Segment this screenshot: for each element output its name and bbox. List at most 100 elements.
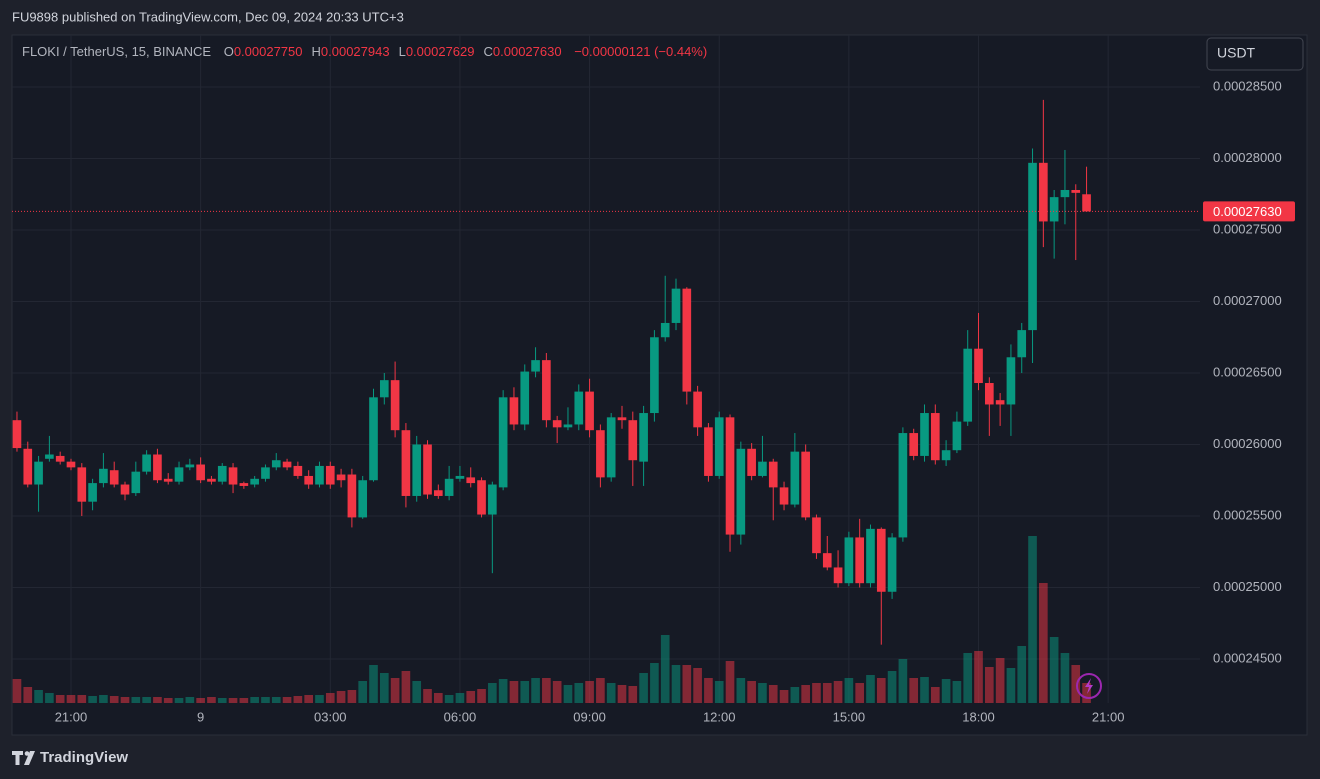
volume-bar (844, 678, 854, 703)
volume-bar (379, 673, 389, 703)
volume-bar (596, 678, 605, 703)
candle-body (196, 464, 205, 481)
volume-bar (920, 677, 929, 703)
volume-bar (477, 689, 486, 703)
ohlc-label: L (398, 44, 406, 59)
candle-body (866, 528, 875, 584)
volume-bar (833, 681, 843, 703)
volume-bar (325, 693, 335, 703)
candle-body (325, 465, 335, 485)
volume-bar (142, 697, 151, 703)
y-tick-label: 0.00026500 (1213, 364, 1282, 379)
candle-body (509, 397, 519, 425)
candle-body (747, 448, 756, 476)
ohlc-value: 0.00027629 (405, 44, 475, 59)
volume-bar (736, 678, 746, 703)
volume-bar (822, 683, 832, 703)
candle-body (1071, 189, 1081, 193)
candle-body (390, 380, 400, 431)
volume-bar (369, 665, 378, 703)
candle-body (1060, 189, 1070, 198)
x-tick-label: 21:00 (55, 709, 88, 724)
volume-bar (174, 698, 184, 703)
volume-bar (217, 698, 227, 703)
volume-bar (185, 697, 195, 703)
candle-body (801, 451, 810, 518)
volume-bar (790, 687, 800, 703)
volume-bar (650, 663, 659, 703)
volume-bar (315, 695, 324, 703)
candle-body (434, 490, 443, 496)
candle-body (379, 380, 389, 398)
candle-body (844, 537, 854, 584)
candle-body (628, 420, 638, 461)
candle-body (261, 467, 270, 479)
candle-body (347, 474, 357, 518)
volume-bar (228, 698, 238, 703)
volume-bar (585, 681, 594, 703)
candle-body (185, 464, 195, 468)
candle-body (477, 480, 486, 515)
volume-bar (574, 683, 584, 703)
volume-bar (282, 697, 292, 703)
volume-bar (466, 691, 476, 703)
volume-bar (455, 693, 465, 703)
volume-bar (531, 678, 540, 703)
volume-bar (444, 695, 454, 703)
volume-bar (66, 695, 76, 703)
publisher-line: FU9898 published on TradingView.com, Dec… (12, 9, 404, 24)
candle-body (488, 484, 497, 515)
candle-body (995, 400, 1005, 405)
x-tick-label: 12:00 (703, 709, 736, 724)
volume-bar (412, 681, 422, 703)
candle-body (131, 471, 141, 494)
volume-bar (434, 693, 443, 703)
volume-bar (704, 678, 713, 703)
candle-body (822, 553, 832, 568)
volume-bar (239, 698, 249, 703)
volume-bar (693, 668, 702, 703)
y-tick-label: 0.00027000 (1213, 293, 1282, 308)
candle-body (1028, 162, 1037, 331)
last-price-label: 0.00027630 (1213, 204, 1282, 219)
volume-bar (941, 679, 951, 703)
ohlc-values: O0.00027750 H0.00027943 L0.00027629 C0.0002… (215, 44, 571, 59)
volume-bar (390, 678, 400, 703)
lightning-icon[interactable] (1076, 673, 1102, 699)
volume-bar (952, 681, 962, 703)
candle-body (282, 461, 292, 468)
y-tick-label: 0.00024500 (1213, 650, 1282, 665)
volume-bar (153, 697, 162, 703)
lightning-glyph (1085, 678, 1093, 694)
currency-button[interactable] (1206, 37, 1304, 71)
candle-body (930, 413, 940, 461)
candle-body (120, 484, 130, 495)
candle-body (174, 467, 184, 482)
candle-body (423, 444, 432, 495)
volume-bar (1071, 665, 1081, 703)
candle-body (758, 461, 767, 476)
candle-body (596, 430, 605, 478)
x-tick-label: 18:00 (962, 709, 995, 724)
volume-bar (909, 678, 919, 703)
volume-bar (304, 695, 313, 703)
candle-body (855, 537, 864, 584)
volume-bar (99, 695, 108, 703)
volume-bar (866, 675, 875, 703)
y-tick-label: 0.00025500 (1213, 507, 1282, 522)
y-tick-label: 0.00026000 (1213, 436, 1282, 451)
volume-bar (1006, 668, 1016, 703)
candle-body (520, 371, 530, 425)
volume-bar (207, 697, 216, 703)
candle-body (952, 421, 962, 451)
candle-body (790, 451, 800, 505)
candle-body (617, 417, 627, 421)
symbol: FLOKI / TetherUS, 15, BINANCE (22, 44, 212, 59)
x-tick-label: 06:00 (444, 709, 477, 724)
ohlc-value: 0.00027943 (320, 44, 390, 59)
candle-body (833, 567, 843, 584)
volume-bar (628, 686, 638, 703)
volume-bar (520, 681, 530, 703)
candle-body (941, 450, 951, 461)
